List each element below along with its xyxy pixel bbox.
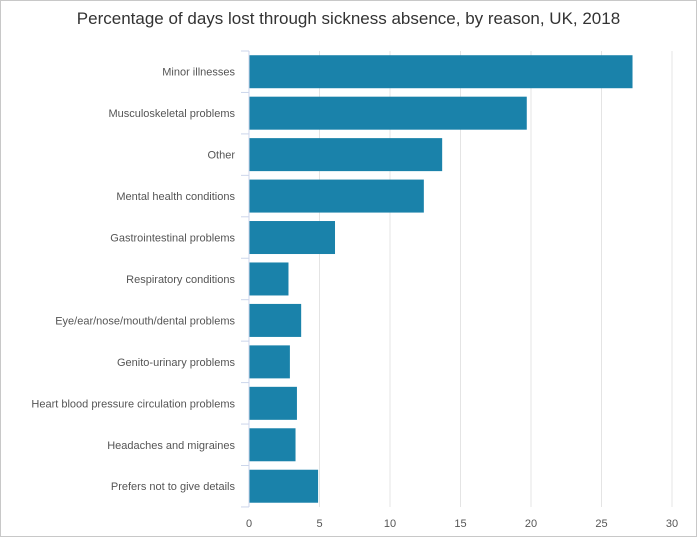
bar[interactable] (249, 96, 527, 130)
bar[interactable] (249, 221, 336, 255)
category-label: Musculoskeletal problems (108, 108, 235, 120)
category-label: Genito-urinary problems (117, 357, 235, 369)
bar[interactable] (249, 138, 443, 172)
x-tick-label: 30 (666, 518, 678, 530)
bar[interactable] (249, 469, 319, 503)
x-axis: 0 5 10 15 20 25 30 (241, 50, 678, 530)
category-label: Minor illnesses (162, 67, 235, 79)
bar[interactable] (249, 303, 302, 337)
bars (249, 55, 633, 503)
bar[interactable] (249, 55, 633, 89)
x-tick-label: 25 (595, 518, 607, 530)
x-tick-label: 20 (525, 518, 537, 530)
bar[interactable] (249, 428, 296, 462)
category-label: Other (207, 150, 235, 162)
x-tick-label: 5 (316, 518, 322, 530)
category-label: Headaches and migraines (107, 440, 235, 452)
bar[interactable] (249, 345, 290, 379)
x-tick-label: 15 (454, 518, 466, 530)
category-label: Mental health conditions (116, 191, 235, 203)
category-label: Heart blood pressure circulation problem… (31, 398, 235, 410)
x-tick-label: 0 (246, 518, 252, 530)
category-label: Prefers not to give details (111, 481, 236, 493)
chart-title: Percentage of days lost through sickness… (76, 9, 621, 28)
x-tick-label: 10 (384, 518, 396, 530)
category-label: Gastrointestinal problems (110, 233, 235, 245)
bar[interactable] (249, 179, 424, 213)
bar[interactable] (249, 262, 289, 296)
category-label: Eye/ear/nose/mouth/dental problems (55, 315, 235, 327)
category-labels: Minor illnesses Musculoskeletal problems O… (31, 67, 235, 494)
category-label: Respiratory conditions (126, 274, 235, 286)
bar[interactable] (249, 386, 297, 420)
